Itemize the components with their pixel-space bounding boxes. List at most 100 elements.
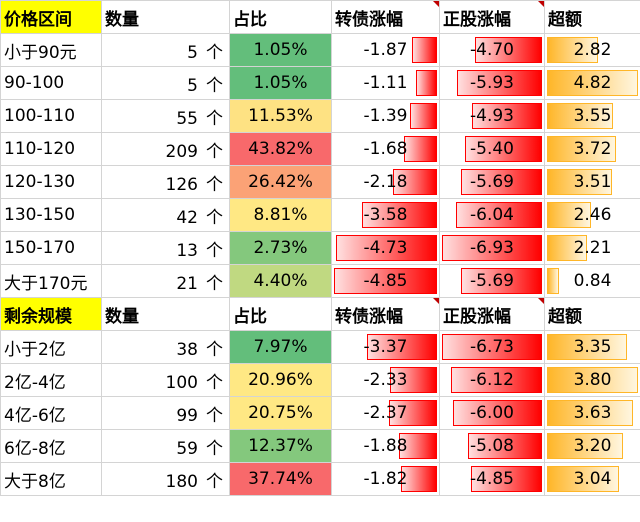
excess-cell[interactable]: 3.51 [544,165,640,199]
column-header[interactable]: 正股涨幅 [439,0,545,34]
row-label-cell[interactable]: 小于90元 [0,33,102,67]
cb-change-cell[interactable]: -4.85 [331,264,440,298]
cb-change-cell[interactable]: -2.37 [331,396,440,430]
count-cell[interactable]: 38 个 [101,330,230,364]
column-header[interactable]: 超额 [544,0,640,34]
cb-change-cell[interactable]: -1.11 [331,66,440,100]
column-header-label: 转债涨幅 [335,9,403,30]
share-cell[interactable]: 26.42% [229,165,332,199]
share-cell[interactable]: 1.05% [229,33,332,67]
column-header[interactable]: 数量 [101,0,230,34]
cb-change-cell[interactable]: -1.82 [331,462,440,496]
excess-cell[interactable]: 2.46 [544,198,640,232]
row-label-cell[interactable]: 130-150 [0,198,102,232]
cb-change-cell[interactable]: -1.87 [331,33,440,67]
cb-change-cell[interactable]: -4.73 [331,231,440,265]
row-label-cell[interactable]: 100-110 [0,99,102,133]
cb-change-cell[interactable]: -1.68 [331,132,440,166]
cb-change-cell[interactable]: -2.33 [331,363,440,397]
table-row: 120-130 126 个 26.42% -2.18 -5.69 3.51 [0,165,640,199]
stock-change-cell[interactable]: -6.73 [439,330,545,364]
share-value: 1.05% [253,40,308,60]
stock-change-cell[interactable]: -5.69 [439,165,545,199]
count-cell[interactable]: 100 个 [101,363,230,397]
column-header[interactable]: 占比 [229,297,332,331]
stock-change-cell[interactable]: -5.93 [439,66,545,100]
excess-cell[interactable]: 3.80 [544,363,640,397]
share-cell[interactable]: 12.37% [229,429,332,463]
count-cell[interactable]: 126 个 [101,165,230,199]
excess-cell[interactable]: 4.82 [544,66,640,100]
share-cell[interactable]: 20.75% [229,396,332,430]
stock-change-cell[interactable]: -4.70 [439,33,545,67]
stock-change-cell[interactable]: -6.00 [439,396,545,430]
excess-cell[interactable]: 3.04 [544,462,640,496]
stock-change-cell[interactable]: -5.08 [439,429,545,463]
cb-change-cell[interactable]: -2.18 [331,165,440,199]
share-cell[interactable]: 2.73% [229,231,332,265]
stock-change-cell[interactable]: -5.40 [439,132,545,166]
count-cell[interactable]: 21 个 [101,264,230,298]
row-label-cell[interactable]: 6亿-8亿 [0,429,102,463]
excess-cell[interactable]: 3.63 [544,396,640,430]
excess-cell[interactable]: 3.55 [544,99,640,133]
row-label-cell[interactable]: 150-170 [0,231,102,265]
row-label-cell[interactable]: 120-130 [0,165,102,199]
stock-change-cell[interactable]: -6.04 [439,198,545,232]
stock-change-cell[interactable]: -4.85 [439,462,545,496]
column-header[interactable]: 数量 [101,297,230,331]
column-header[interactable]: 价格区间 [0,0,102,34]
stock-change-cell[interactable]: -6.93 [439,231,545,265]
row-label-cell[interactable]: 小于2亿 [0,330,102,364]
share-cell[interactable]: 20.96% [229,363,332,397]
count-cell[interactable]: 180 个 [101,462,230,496]
stock-change-cell[interactable]: -5.69 [439,264,545,298]
row-label-cell[interactable]: 大于170元 [0,264,102,298]
excess-cell[interactable]: 0.84 [544,264,640,298]
row-label-cell[interactable]: 90-100 [0,66,102,100]
row-label-cell[interactable]: 大于8亿 [0,462,102,496]
cb-change-cell[interactable]: -3.37 [331,330,440,364]
column-header[interactable]: 剩余规模 [0,297,102,331]
cb-change-value: -4.73 [363,238,408,258]
excess-cell[interactable]: 3.20 [544,429,640,463]
stock-change-cell[interactable]: -6.12 [439,363,545,397]
share-value: 20.96% [248,370,313,390]
count-value: 126 [165,174,198,195]
row-label-cell[interactable]: 2亿-4亿 [0,363,102,397]
share-cell[interactable]: 7.97% [229,330,332,364]
excess-cell[interactable]: 3.35 [544,330,640,364]
cb-change-cell[interactable]: -3.58 [331,198,440,232]
cb-change-cell[interactable]: -1.39 [331,99,440,133]
row-label-cell[interactable]: 4亿-6亿 [0,396,102,430]
cb-change-cell[interactable]: -1.88 [331,429,440,463]
count-cell[interactable]: 99 个 [101,396,230,430]
count-unit: 个 [206,141,223,162]
stock-change-bar [456,70,542,96]
cb-change-bar [361,202,437,228]
column-header[interactable]: 占比 [229,0,332,34]
column-header[interactable]: 超额 [544,297,640,331]
share-cell[interactable]: 11.53% [229,99,332,133]
column-header[interactable]: 正股涨幅 [439,297,545,331]
share-cell[interactable]: 1.05% [229,66,332,100]
share-cell[interactable]: 37.74% [229,462,332,496]
count-cell[interactable]: 42 个 [101,198,230,232]
excess-cell[interactable]: 2.82 [544,33,640,67]
column-header[interactable]: 转债涨幅 [331,0,440,34]
count-cell[interactable]: 209 个 [101,132,230,166]
share-cell[interactable]: 4.40% [229,264,332,298]
share-cell[interactable]: 43.82% [229,132,332,166]
column-header[interactable]: 转债涨幅 [331,297,440,331]
stock-change-cell[interactable]: -4.93 [439,99,545,133]
excess-cell[interactable]: 3.72 [544,132,640,166]
count-cell[interactable]: 59 个 [101,429,230,463]
share-cell[interactable]: 8.81% [229,198,332,232]
stock-change-value: -6.93 [470,238,514,258]
count-cell[interactable]: 13 个 [101,231,230,265]
row-label-cell[interactable]: 110-120 [0,132,102,166]
count-cell[interactable]: 55 个 [101,99,230,133]
excess-cell[interactable]: 2.21 [544,231,640,265]
